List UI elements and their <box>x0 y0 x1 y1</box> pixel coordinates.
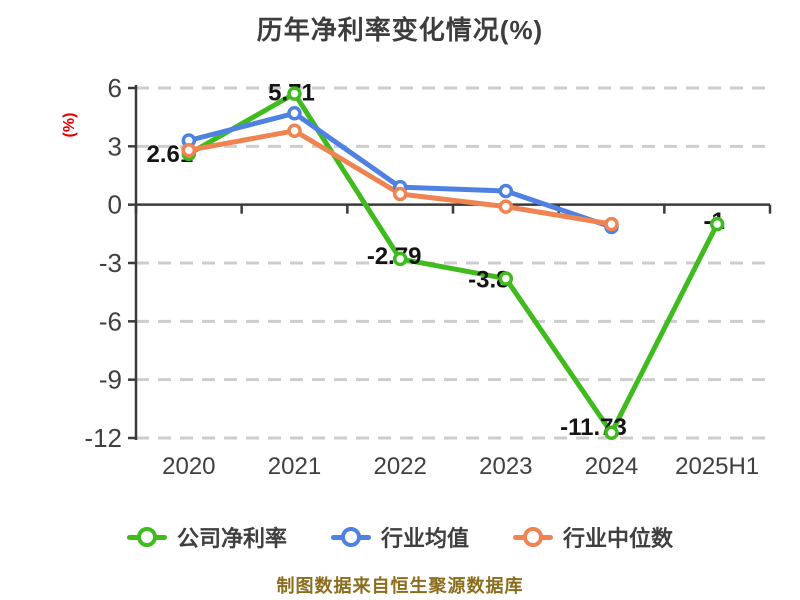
y-axis-tick-label: 3 <box>108 131 122 161</box>
x-axis-label: 2020 <box>162 453 215 480</box>
company-net-margin-data-point <box>498 271 514 286</box>
y-axis-tick-label: -12 <box>84 423 122 453</box>
legend-label: 行业均值 <box>380 526 469 551</box>
x-axis-label: 2023 <box>479 453 532 480</box>
industry-mean-series-line <box>186 110 614 230</box>
y-axis-tick-label: -3 <box>99 248 122 278</box>
industry-mean-series-marker-icon <box>330 526 371 548</box>
company-series-marker-icon <box>126 526 167 548</box>
legend-item-company-net-margin[interactable]: 公司净利率 <box>126 521 287 553</box>
y-axis-tick-label: -6 <box>99 306 122 336</box>
x-axis-label: 2022 <box>373 453 426 480</box>
legend-item-industry-mean[interactable]: 行业均值 <box>330 521 469 553</box>
x-axis-label: 2025H1 <box>675 453 759 480</box>
company-net-margin-data-point <box>392 251 408 267</box>
industry-mean-data-point <box>498 183 514 199</box>
industry-median-data-point <box>604 216 619 232</box>
industry-median-data-point <box>181 142 197 158</box>
legend-item-industry-median[interactable]: 行业中位数 <box>513 521 673 553</box>
company-net-margin-data-point <box>709 216 725 232</box>
y-axis-tick-label: -9 <box>99 365 122 395</box>
y-axis-tick-label: 0 <box>108 190 122 220</box>
legend-label: 公司净利率 <box>176 526 287 551</box>
data-source-note: 制图数据来自恒生聚源数据库 <box>276 576 524 596</box>
company-net-margin-series-line <box>186 91 720 436</box>
industry-median-data-point <box>287 123 302 139</box>
legend-label: 行业中位数 <box>563 526 674 551</box>
chart-legend: 公司净利率 行业均值 行业中位数 <box>0 519 800 555</box>
x-axis-label: 2021 <box>268 453 321 480</box>
x-axis-label: 2024 <box>585 453 638 480</box>
industry-mean-data-point <box>287 106 302 121</box>
chart-title: 历年净利率变化情况(%) <box>256 15 544 45</box>
company-net-margin-data-point <box>287 86 302 101</box>
y-axis-tick-label: 6 <box>108 73 122 103</box>
company-net-margin-data-point <box>604 425 619 440</box>
industry-median-series-marker-icon <box>513 526 553 548</box>
industry-median-data-point <box>392 186 408 202</box>
industry-median-series-line <box>186 128 614 227</box>
industry-median-data-point <box>498 199 514 214</box>
